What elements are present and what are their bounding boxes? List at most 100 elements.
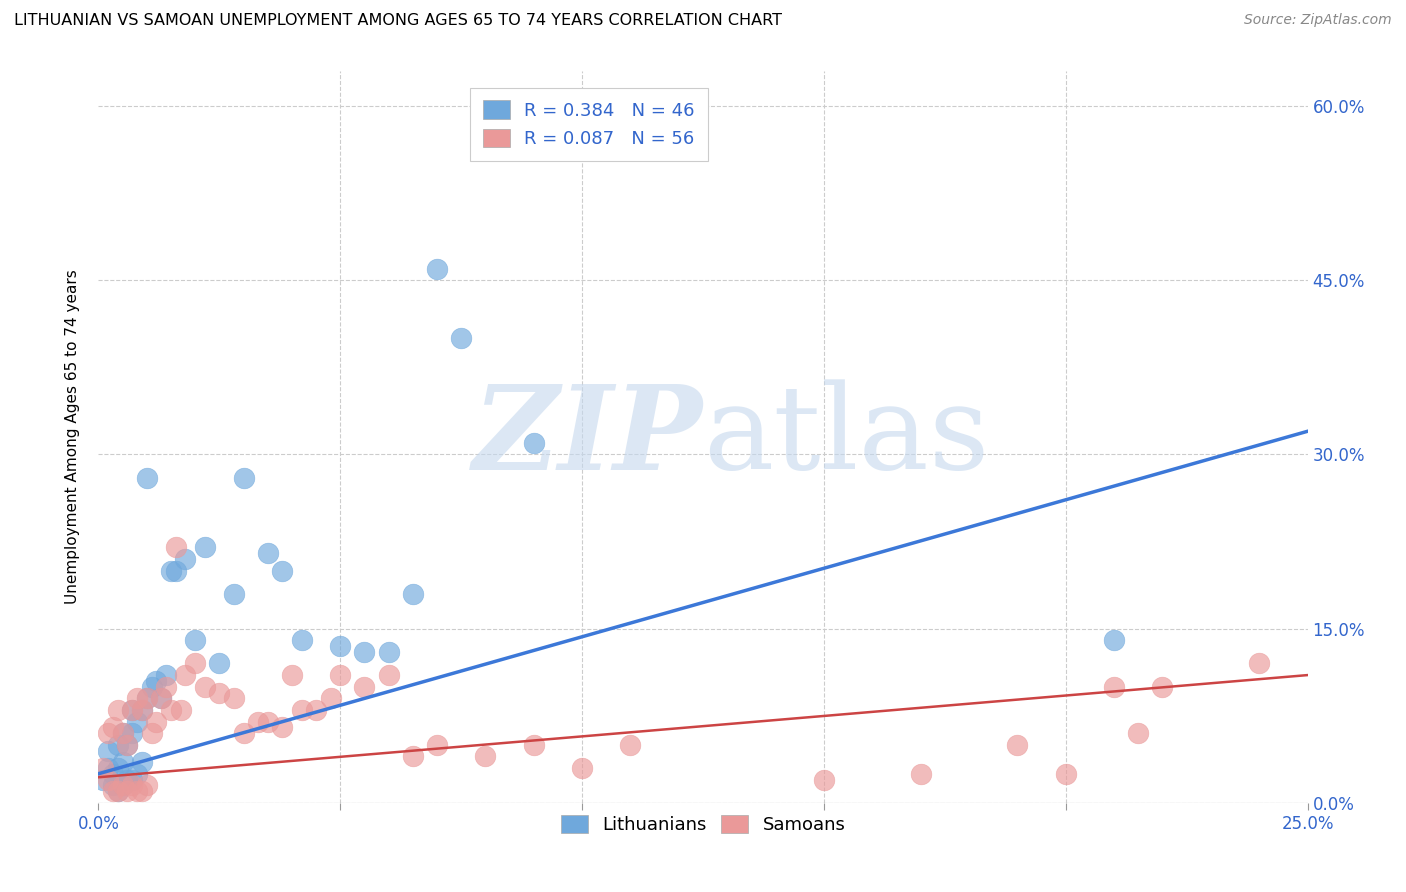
Point: [377, 645, 399, 659]
Point: [91, 761, 114, 775]
Point: [117, 738, 139, 752]
Point: [523, 738, 546, 752]
Text: ZIP: ZIP: [472, 380, 703, 494]
Point: [145, 673, 167, 688]
Point: [668, 134, 690, 148]
Point: [97, 726, 120, 740]
Point: [305, 703, 328, 717]
Point: [290, 703, 312, 717]
Point: [208, 685, 231, 699]
Point: [107, 703, 129, 717]
Point: [194, 680, 217, 694]
Point: [131, 755, 153, 769]
Point: [150, 691, 173, 706]
Point: [523, 436, 546, 450]
Point: [101, 778, 124, 792]
Point: [135, 471, 157, 485]
Point: [97, 761, 120, 775]
Point: [101, 784, 124, 798]
Point: [141, 726, 163, 740]
Point: [329, 639, 352, 653]
Point: [1007, 738, 1029, 752]
Point: [160, 703, 183, 717]
Point: [353, 680, 375, 694]
Point: [127, 784, 149, 798]
Point: [131, 784, 153, 798]
Point: [107, 738, 129, 752]
Point: [145, 714, 167, 729]
Point: [91, 772, 114, 787]
Point: [184, 657, 207, 671]
Point: [111, 778, 134, 792]
Point: [117, 738, 139, 752]
Text: atlas: atlas: [703, 380, 990, 494]
Point: [117, 784, 139, 798]
Point: [319, 691, 342, 706]
Point: [121, 726, 143, 740]
Point: [174, 552, 197, 566]
Point: [910, 766, 932, 780]
Text: Source: ZipAtlas.com: Source: ZipAtlas.com: [1244, 13, 1392, 28]
Point: [121, 778, 143, 792]
Point: [290, 633, 312, 648]
Point: [121, 703, 143, 717]
Point: [271, 564, 294, 578]
Point: [150, 691, 173, 706]
Point: [117, 772, 139, 787]
Point: [107, 761, 129, 775]
Point: [329, 668, 352, 682]
Point: [1128, 726, 1150, 740]
Point: [208, 657, 231, 671]
Point: [107, 784, 129, 798]
Point: [232, 471, 254, 485]
Point: [402, 749, 425, 764]
Point: [165, 541, 187, 555]
Point: [353, 645, 375, 659]
Point: [281, 668, 304, 682]
Point: [135, 691, 157, 706]
Point: [107, 784, 129, 798]
Point: [97, 772, 120, 787]
Point: [247, 714, 270, 729]
Point: [232, 726, 254, 740]
Point: [222, 691, 245, 706]
Point: [111, 778, 134, 792]
Point: [450, 331, 472, 345]
Point: [1249, 657, 1271, 671]
Point: [155, 680, 177, 694]
Point: [101, 720, 124, 734]
Point: [1054, 766, 1077, 780]
Point: [271, 720, 294, 734]
Point: [135, 691, 157, 706]
Point: [165, 564, 187, 578]
Point: [121, 772, 143, 787]
Point: [222, 587, 245, 601]
Point: [127, 714, 149, 729]
Point: [97, 743, 120, 757]
Point: [111, 726, 134, 740]
Point: [111, 755, 134, 769]
Point: [402, 587, 425, 601]
Point: [813, 772, 835, 787]
Point: [426, 261, 449, 276]
Point: [474, 749, 496, 764]
Point: [1152, 680, 1174, 694]
Point: [127, 691, 149, 706]
Legend: Lithuanians, Samoans: Lithuanians, Samoans: [550, 804, 856, 845]
Point: [121, 703, 143, 717]
Point: [426, 738, 449, 752]
Point: [131, 703, 153, 717]
Point: [141, 680, 163, 694]
Point: [127, 766, 149, 780]
Point: [194, 541, 217, 555]
Point: [377, 668, 399, 682]
Point: [101, 766, 124, 780]
Point: [131, 703, 153, 717]
Point: [135, 778, 157, 792]
Point: [169, 703, 191, 717]
Point: [111, 726, 134, 740]
Point: [619, 738, 641, 752]
Point: [184, 633, 207, 648]
Point: [571, 761, 593, 775]
Point: [1102, 633, 1125, 648]
